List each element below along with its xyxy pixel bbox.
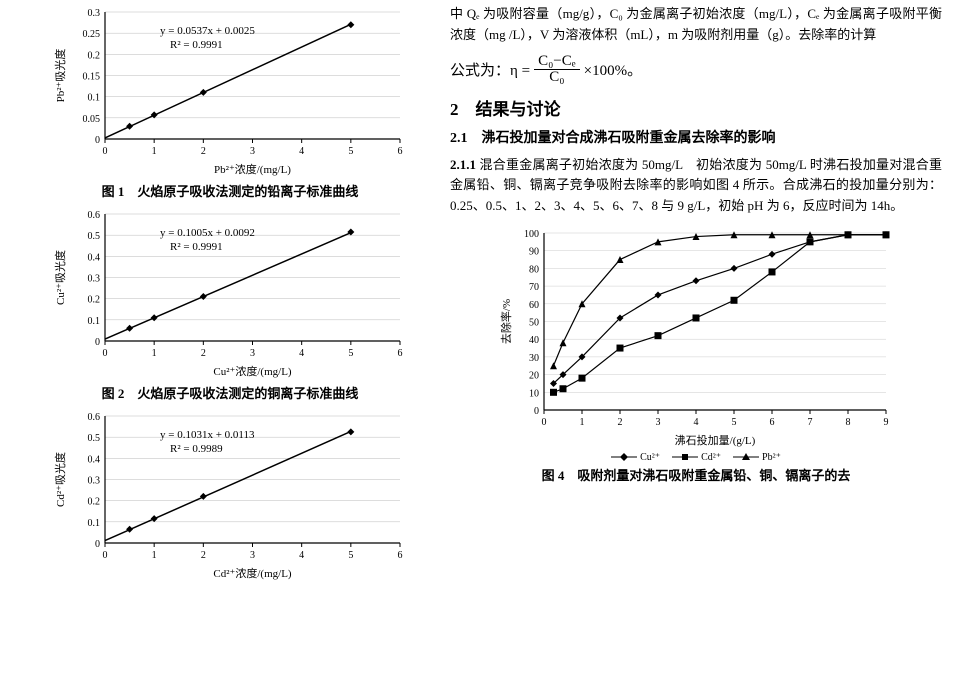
svg-text:1: 1	[152, 550, 157, 561]
svg-text:Cd²⁺浓度/(mg/L): Cd²⁺浓度/(mg/L)	[213, 566, 291, 580]
svg-text:0.1: 0.1	[88, 93, 101, 104]
svg-text:4: 4	[299, 146, 304, 157]
chart-1: 0 0.05 0.1 0.15 0.2 0.25 0.3 0 1 2 3 4 5 6 y = 0.0537x…	[30, 4, 430, 200]
svg-text:0.2: 0.2	[88, 295, 101, 306]
svg-text:6: 6	[398, 348, 403, 359]
svg-text:9: 9	[884, 417, 889, 428]
svg-text:10: 10	[529, 388, 539, 399]
svg-text:0: 0	[542, 417, 547, 428]
svg-text:8: 8	[846, 417, 851, 428]
svg-text:0.5: 0.5	[88, 433, 101, 444]
svg-text:1: 1	[152, 348, 157, 359]
svg-text:y = 0.0537x + 0.0025: y = 0.0537x + 0.0025	[160, 25, 255, 37]
svg-text:5: 5	[732, 417, 737, 428]
svg-text:1: 1	[580, 417, 585, 428]
svg-text:60: 60	[529, 300, 539, 311]
svg-text:沸石投加量/(g/L): 沸石投加量/(g/L)	[675, 433, 756, 447]
svg-text:30: 30	[529, 353, 539, 364]
svg-text:0.2: 0.2	[88, 50, 101, 61]
svg-text:0.05: 0.05	[83, 114, 101, 125]
svg-text:90: 90	[529, 247, 539, 258]
svg-text:1: 1	[152, 146, 157, 157]
svg-text:Cu²⁺吸光度: Cu²⁺吸光度	[53, 250, 67, 305]
svg-text:2: 2	[201, 348, 206, 359]
chart-2-caption: 图 2 火焰原子吸收法测定的铜离子标准曲线	[102, 383, 359, 402]
svg-text:0.3: 0.3	[88, 8, 101, 19]
svg-text:0.2: 0.2	[88, 497, 101, 508]
svg-text:2: 2	[618, 417, 623, 428]
svg-text:4: 4	[299, 550, 304, 561]
svg-text:0.1: 0.1	[88, 316, 101, 327]
svg-text:4: 4	[299, 348, 304, 359]
svg-text:0.5: 0.5	[88, 231, 101, 242]
svg-text:40: 40	[529, 335, 539, 346]
svg-text:R² = 0.9991: R² = 0.9991	[170, 241, 223, 253]
svg-text:100: 100	[524, 229, 539, 240]
svg-text:Cu²⁺浓度/(mg/L): Cu²⁺浓度/(mg/L)	[213, 364, 291, 378]
formula-fraction: C₀−Cₑ C₀	[534, 54, 580, 85]
svg-text:3: 3	[250, 550, 255, 561]
svg-text:5: 5	[348, 550, 353, 561]
svg-text:0: 0	[95, 539, 100, 550]
svg-text:0: 0	[95, 337, 100, 348]
svg-text:0: 0	[534, 406, 539, 417]
svg-text:0.3: 0.3	[88, 274, 101, 285]
svg-text:7: 7	[808, 417, 813, 428]
svg-text:0.1: 0.1	[88, 518, 101, 529]
svg-text:0.6: 0.6	[88, 412, 101, 423]
svg-text:6: 6	[398, 146, 403, 157]
svg-text:3: 3	[250, 348, 255, 359]
svg-text:5: 5	[348, 146, 353, 157]
chart-4: 0 10 20 30 40 50 60 70 80 90 100 0 1 2 3 4 5 6 7 8 9 沸石投加量/(g…	[450, 225, 942, 484]
svg-text:0.4: 0.4	[88, 454, 101, 465]
svg-text:Pb²⁺浓度/(mg/L): Pb²⁺浓度/(mg/L)	[214, 162, 291, 176]
svg-text:70: 70	[529, 282, 539, 293]
svg-text:20: 20	[529, 371, 539, 382]
svg-text:Pb²⁺吸光度: Pb²⁺吸光度	[53, 49, 67, 103]
svg-text:y = 0.1005x + 0.0092: y = 0.1005x + 0.0092	[160, 227, 255, 239]
formula: 公式为：η = C₀−Cₑ C₀ ×100%。	[450, 54, 942, 85]
svg-text:2: 2	[201, 146, 206, 157]
formula-prefix: 公式为：η =	[450, 59, 530, 80]
svg-text:0: 0	[103, 348, 108, 359]
chart-1-caption: 图 1 火焰原子吸收法测定的铅离子标准曲线	[102, 181, 359, 200]
right-column: 中 Qₑ 为吸附容量（mg/g），C₀ 为金属离子初始浓度（mg/L），Cₑ 为…	[440, 0, 972, 692]
svg-text:2: 2	[201, 550, 206, 561]
svg-text:0: 0	[103, 146, 108, 157]
chart-3: 0 0.1 0.2 0.3 0.4 0.5 0.6 0 1 2 3 4 5 6 y = 0.1031x + …	[30, 408, 430, 583]
left-column: 00.050.10.150.20.250.30123456y = 0.0537x…	[0, 0, 440, 692]
svg-text:y = 0.1031x + 0.0113: y = 0.1031x + 0.0113	[160, 429, 255, 441]
svg-text:4: 4	[694, 417, 699, 428]
svg-text:R² = 0.9989: R² = 0.9989	[170, 443, 223, 455]
chart-4-caption: 图 4 吸附剂量对沸石吸附重金属铅、铜、镉离子的去	[542, 465, 851, 484]
svg-text:0.6: 0.6	[88, 210, 101, 221]
svg-text:6: 6	[770, 417, 775, 428]
chart-4-legend: Cu²⁺ Cd²⁺ Pb²⁺	[611, 452, 781, 463]
svg-text:0: 0	[103, 550, 108, 561]
svg-text:0.15: 0.15	[83, 72, 101, 83]
svg-text:0.4: 0.4	[88, 252, 101, 263]
section-2-1-heading: 2.1 沸石投加量对合成沸石吸附重金属去除率的影响	[450, 128, 942, 149]
svg-text:Cd²⁺吸光度: Cd²⁺吸光度	[53, 452, 67, 507]
svg-text:50: 50	[529, 317, 539, 328]
intro-para: 中 Qₑ 为吸附容量（mg/g），C₀ 为金属离子初始浓度（mg/L），Cₑ 为…	[450, 4, 942, 46]
formula-suffix: ×100%。	[584, 59, 642, 80]
chart-2: 0 0.1 0.2 0.3 0.4 0.5 0.6 0 1 2 3 4 5 6 y = 0.1005x + …	[30, 206, 430, 402]
svg-text:0: 0	[95, 135, 100, 146]
svg-text:5: 5	[348, 348, 353, 359]
section-2-heading: 2 结果与讨论	[450, 95, 942, 120]
svg-text:80: 80	[529, 264, 539, 275]
svg-text:6: 6	[398, 550, 403, 561]
svg-text:R² = 0.9991: R² = 0.9991	[170, 39, 223, 51]
svg-text:3: 3	[656, 417, 661, 428]
svg-text:去除率/%: 去除率/%	[499, 299, 513, 344]
svg-text:0.3: 0.3	[88, 476, 101, 487]
svg-text:3: 3	[250, 146, 255, 157]
section-2-1-1: 2.1.1 混合重金属离子初始浓度为 50mg/L 初始浓度为 50mg/L 时…	[450, 155, 942, 217]
svg-text:0.25: 0.25	[83, 29, 101, 40]
